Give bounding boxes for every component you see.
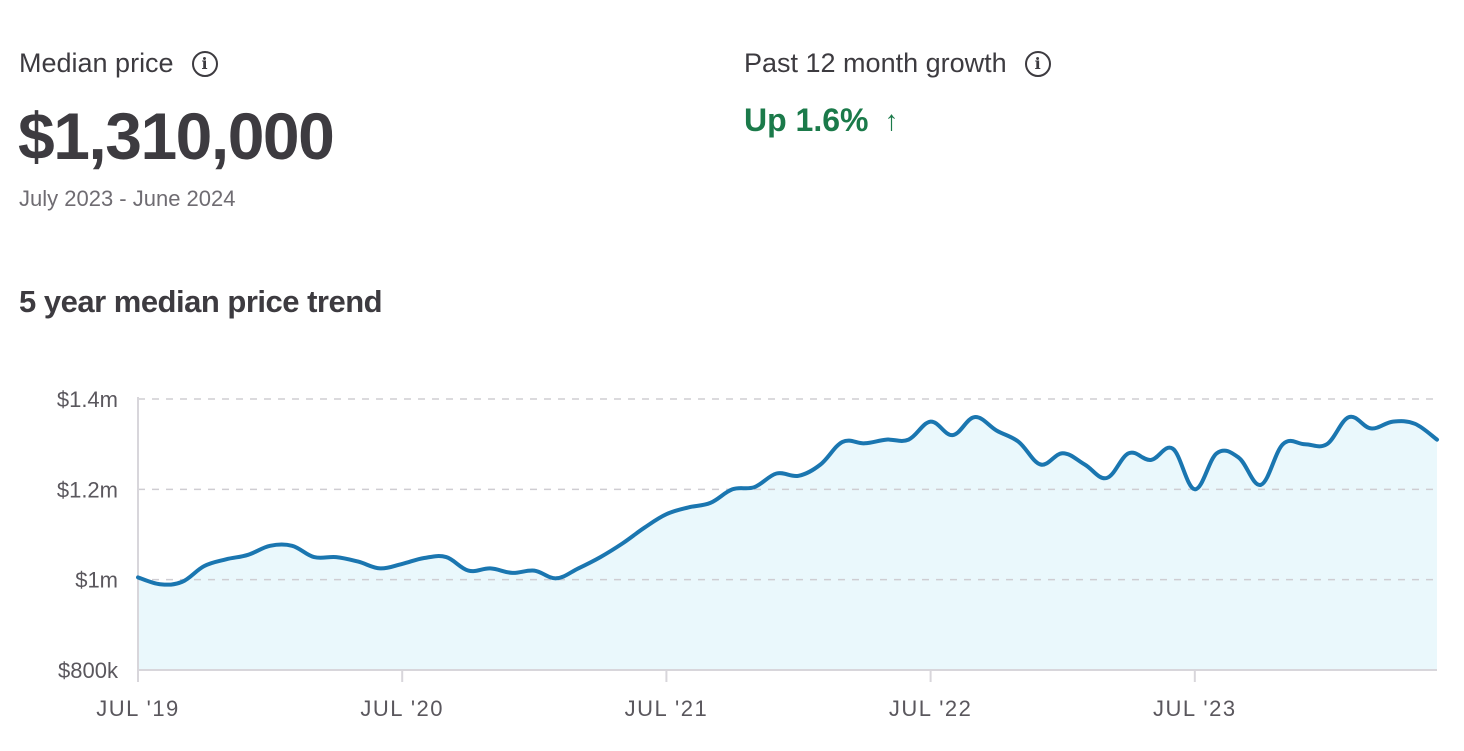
x-tick-label: JUL '23 (1153, 696, 1237, 721)
median-price-label: Median price (19, 48, 174, 78)
median-price-stat: Median price i (19, 48, 218, 79)
y-tick-label: $1m (75, 568, 118, 593)
median-price-value: $1,310,000 (18, 99, 335, 173)
median-price-label-row: Median price i (19, 48, 218, 79)
growth-label: Past 12 month growth (744, 48, 1007, 78)
median-price-period: July 2023 - June 2024 (19, 186, 236, 211)
growth-value-row: Up 1.6% ↑ (744, 102, 898, 139)
x-tick-label: JUL '21 (625, 696, 709, 721)
info-icon[interactable]: i (1024, 50, 1051, 77)
x-tick-label: JUL '22 (889, 696, 973, 721)
area-fill (138, 416, 1437, 670)
growth-stat: Past 12 month growth i (744, 48, 1051, 79)
y-tick-label: $800k (58, 658, 119, 683)
y-tick-label: $1.2m (57, 477, 118, 502)
arrow-up-icon: ↑ (884, 104, 899, 136)
y-tick-label: $1.4m (57, 387, 118, 412)
series-line (136, 414, 1439, 587)
x-tick-label: JUL '20 (360, 696, 444, 721)
growth-value: Up 1.6% (744, 102, 869, 138)
chart-title: 5 year median price trend (19, 284, 383, 319)
x-tick-label: JUL '19 (96, 696, 180, 721)
info-icon[interactable]: i (191, 50, 218, 77)
growth-label-row: Past 12 month growth i (744, 48, 1051, 79)
